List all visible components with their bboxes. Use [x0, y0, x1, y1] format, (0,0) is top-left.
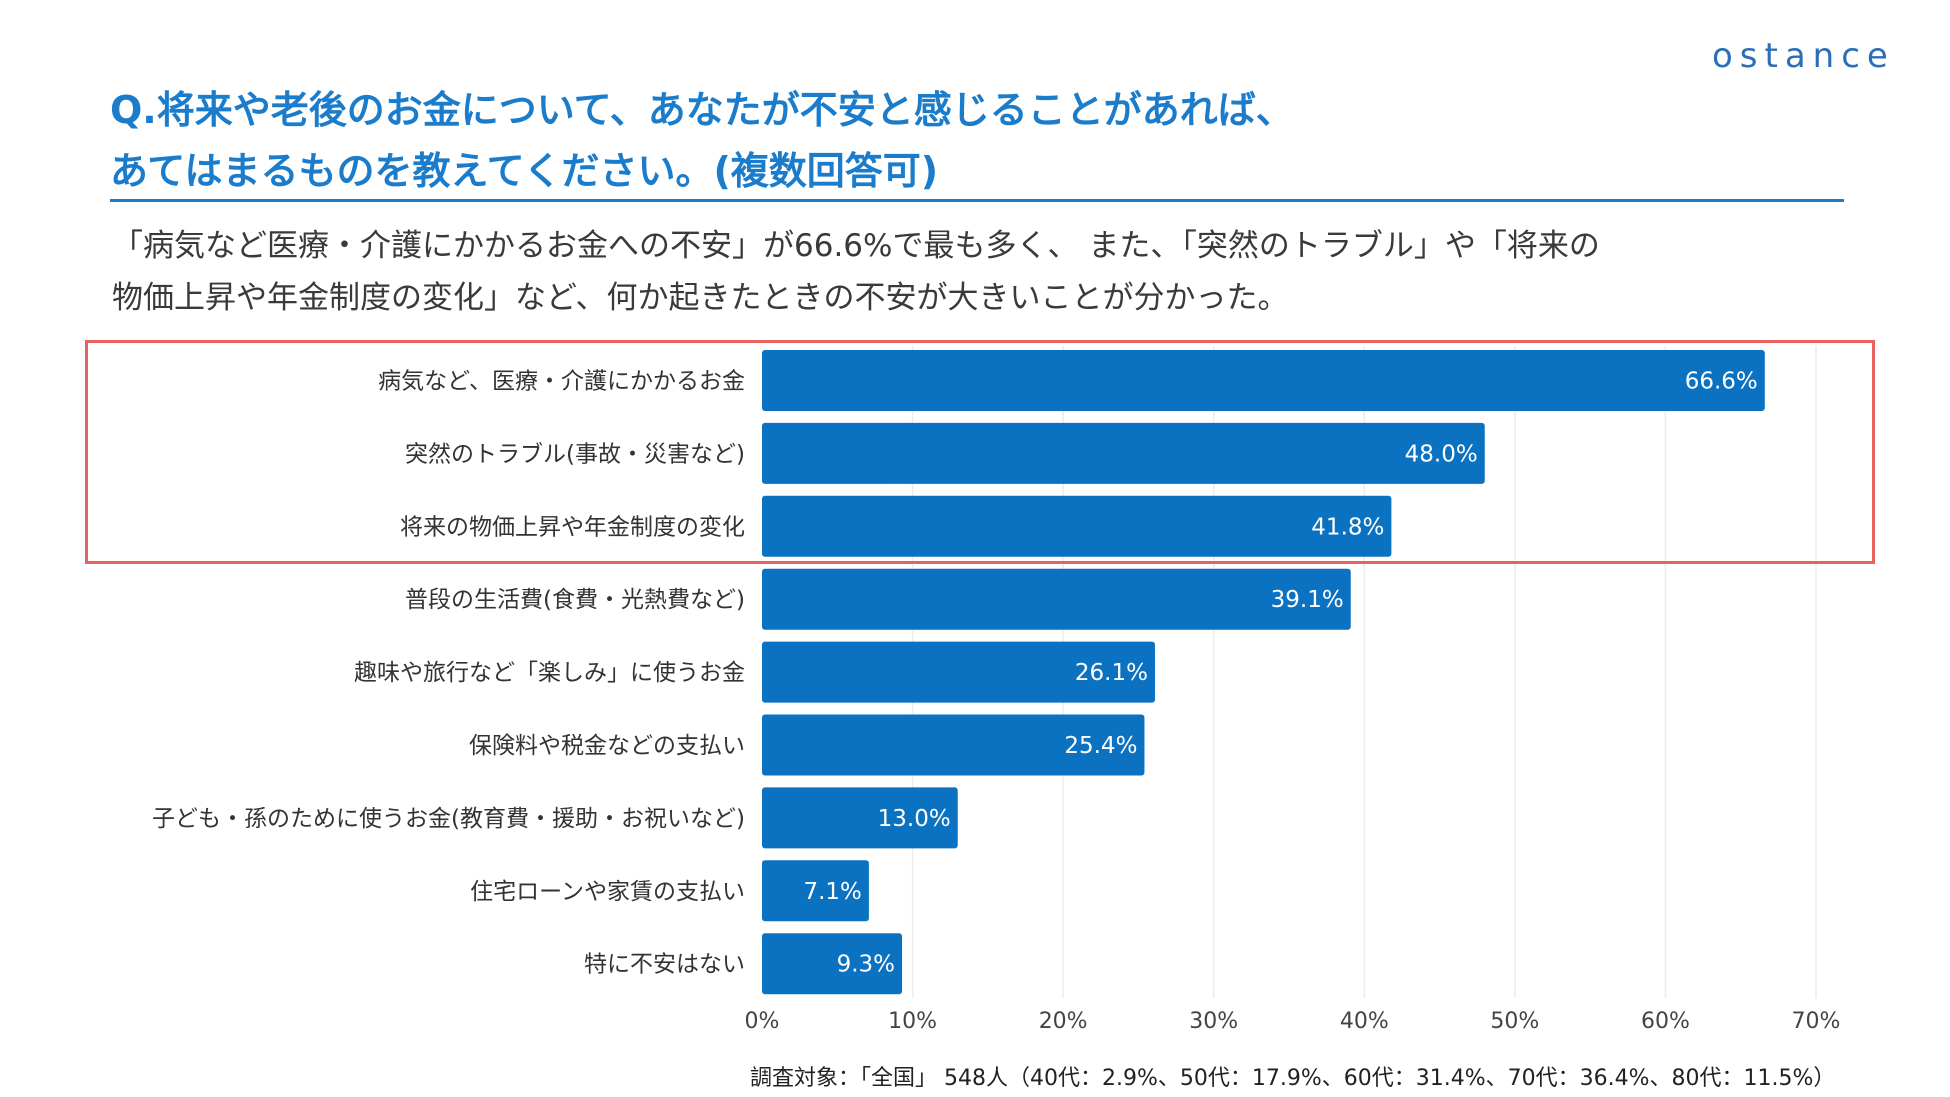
x-tick-label: 0%	[745, 1009, 780, 1034]
bar	[762, 495, 1392, 557]
question-title: Q.将来や老後のお金について、あなたが不安と感じることがあれば、 あてはまるもの…	[110, 80, 1294, 202]
title-line-1: Q.将来や老後のお金について、あなたが不安と感じることがあれば、	[110, 88, 1294, 132]
category-label: 将来の物価上昇や年金制度の変化	[400, 514, 745, 540]
category-label: 突然のトラブル(事故・災害など)	[405, 441, 745, 467]
data-label: 25.4%	[1064, 733, 1137, 759]
x-tick-label: 70%	[1792, 1009, 1841, 1034]
survey-footnote: 調査対象：「全国」 548人（40代：2.9%、50代：17.9%、60代：31…	[750, 1066, 1836, 1091]
x-tick-label: 10%	[888, 1009, 937, 1034]
category-label: 病気など、医療・介護にかかるお金	[378, 369, 745, 395]
bar	[762, 933, 903, 995]
highlight-box	[85, 340, 1875, 564]
summary-line-2: 物価上昇や年金制度の変化」など、何か起きたときの不安が大きいことが分かった。	[112, 280, 1289, 316]
data-label: 41.8%	[1311, 514, 1384, 540]
x-tick-label: 20%	[1039, 1009, 1088, 1034]
category-label: 特に不安はない	[584, 952, 745, 978]
summary-text: 「病気など医療・介護にかかるお金への不安」が66.6%で最も多く、 また、「突然…	[112, 220, 1872, 324]
data-label: 66.6%	[1685, 369, 1758, 395]
bar	[762, 350, 1765, 411]
bar	[762, 422, 1485, 484]
bar	[762, 568, 1351, 630]
summary-line-1: 「病気など医療・介護にかかるお金への不安」が66.6%で最も多く、 また、「突然…	[112, 228, 1600, 264]
x-tick-label: 30%	[1189, 1009, 1238, 1034]
bar	[762, 787, 958, 849]
bar	[762, 860, 869, 922]
category-label: 趣味や旅行など「楽しみ」に使うお金	[354, 660, 745, 686]
bar	[762, 714, 1145, 776]
x-tick-label: 60%	[1641, 1009, 1690, 1034]
data-label: 9.3%	[837, 952, 895, 978]
data-label: 13.0%	[878, 806, 951, 832]
category-label: 子ども・孫のために使うお金(教育費・援助・お祝いなど)	[152, 806, 745, 832]
data-label: 48.0%	[1405, 441, 1478, 467]
category-label: 住宅ローンや家賃の支払い	[470, 879, 745, 905]
category-label: 保険料や税金などの支払い	[469, 733, 745, 759]
title-line-2: あてはまるものを教えてください。(複数回答可)	[110, 149, 939, 193]
ostance-logo: ostance	[1712, 36, 1895, 76]
title-underline	[110, 199, 1844, 202]
data-label: 7.1%	[803, 879, 861, 905]
x-tick-label: 50%	[1490, 1009, 1539, 1034]
category-label: 普段の生活費(食費・光熱費など)	[405, 587, 745, 613]
x-tick-label: 40%	[1340, 1009, 1389, 1034]
data-label: 39.1%	[1271, 587, 1344, 613]
bar	[762, 641, 1155, 703]
data-label: 26.1%	[1075, 660, 1148, 686]
